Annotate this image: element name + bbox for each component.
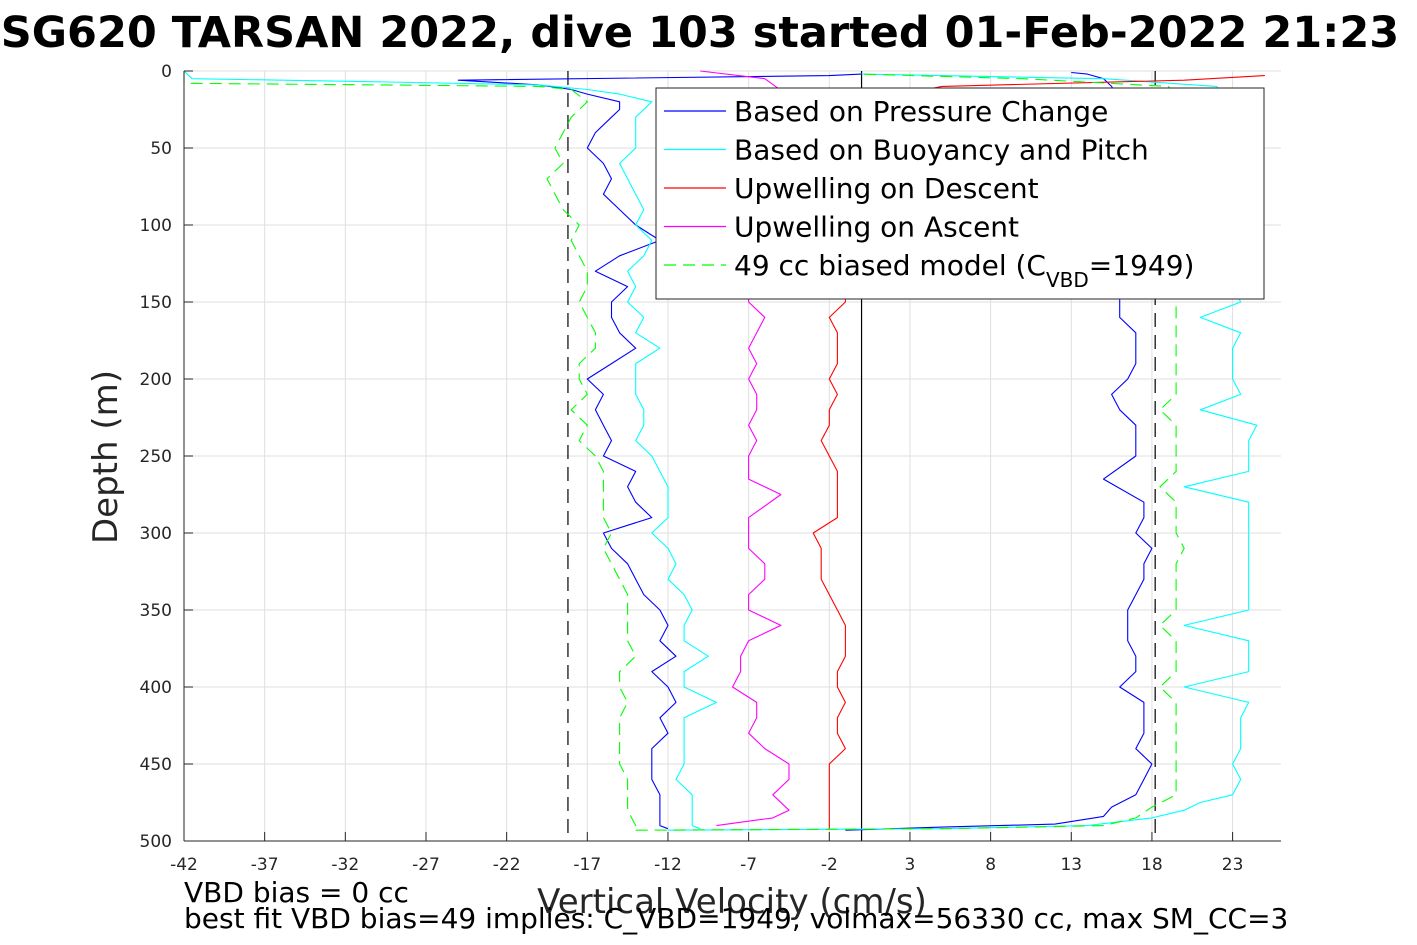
axes [183, 70, 1281, 842]
legend-box [655, 87, 1265, 300]
y-tick-label: 500 [140, 832, 172, 852]
x-tick-label: 13 [1060, 855, 1082, 875]
y-tick-label: 300 [140, 524, 172, 544]
legend-label: Upwelling on Ascent [734, 211, 1019, 244]
y-tick-label: 450 [140, 755, 172, 775]
legend: Based on Pressure Change Based on Buoyanc… [655, 87, 1265, 300]
y-axis-label: Depth (m) [86, 370, 126, 544]
x-tick-label: -17 [573, 855, 601, 875]
series-line-based-on-pressure-change [457, 73, 862, 830]
legend-label: Based on Pressure Change [734, 95, 1108, 128]
legend-label: Based on Buoyancy and Pitch [734, 134, 1149, 167]
x-tick-label: 8 [985, 855, 996, 875]
x-tick-label: -2 [821, 855, 838, 875]
legend-entries: Based on Pressure Change Based on Buoyanc… [664, 95, 1194, 292]
y-tick-label: 400 [140, 678, 172, 698]
y-tick-label: 200 [140, 370, 172, 390]
y-tick-label: 350 [140, 601, 172, 621]
x-tick-label: 18 [1141, 855, 1163, 875]
x-tick-label: -22 [493, 855, 521, 875]
y-tick-labels: 0 50 100 150 200 250 300 350 400 450 500 [140, 62, 172, 852]
x-axis-label: Vertical Velocity (cm/s) [537, 882, 927, 922]
x-tick-label: -42 [170, 855, 198, 875]
y-tick-label: 0 [161, 62, 172, 82]
vbd-bias-note: VBD bias = 0 cc [184, 876, 409, 909]
x-tick-label: 23 [1222, 855, 1244, 875]
x-tick-label: -32 [331, 855, 359, 875]
x-tick-label: -12 [654, 855, 682, 875]
y-tick-label: 100 [140, 216, 172, 236]
legend-label: Upwelling on Descent [734, 172, 1039, 205]
chart-title: SG620 TARSAN 2022, dive 103 started 01-F… [1, 8, 1399, 58]
x-tick-label: -37 [251, 855, 279, 875]
x-tick-labels: -42 -37 -32 -27 -22 -17 -12 -7 -2 3 8 13 18 23 [170, 855, 1243, 875]
y-tick-label: 250 [140, 447, 172, 467]
series-line-based-on-buoyancy-and-pitch [183, 70, 717, 830]
y-tick-label: 150 [140, 293, 172, 313]
x-tick-label: 3 [905, 855, 916, 875]
x-tick-label: -27 [412, 855, 440, 875]
x-tick-label: -7 [740, 855, 757, 875]
series-line-49-cc-biased-model [183, 71, 637, 829]
best-fit-note: best fit VBD bias=49 implies: C_VBD=1949… [184, 902, 1288, 935]
y-tick-label: 50 [150, 139, 172, 159]
